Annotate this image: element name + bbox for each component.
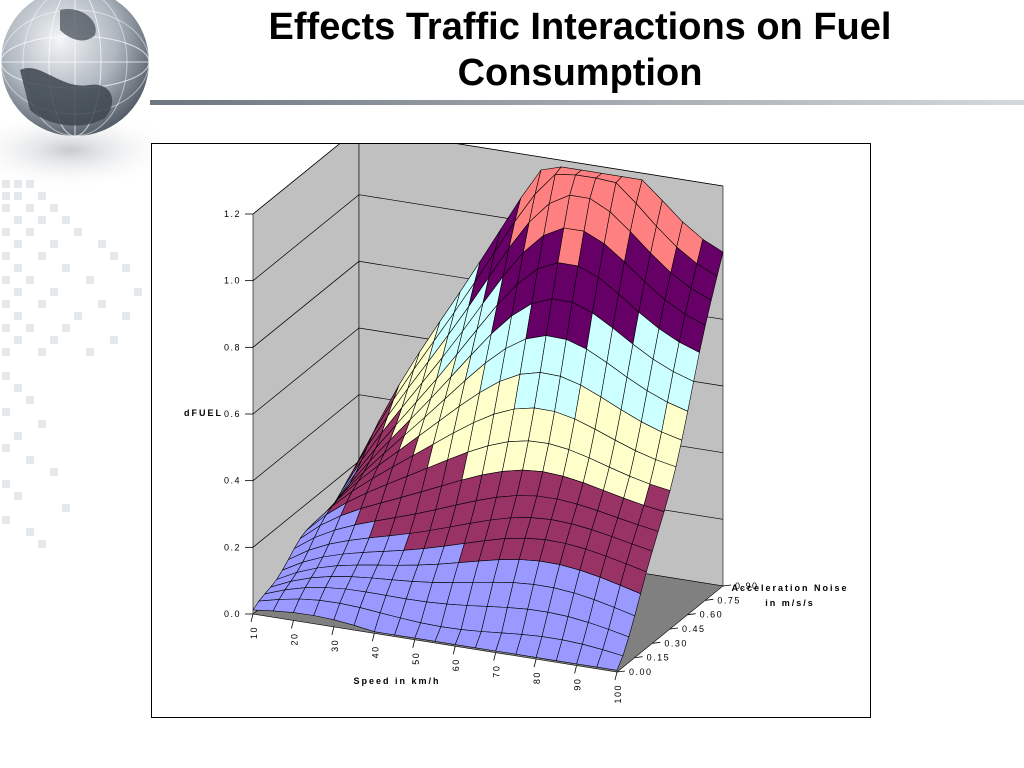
x-tick-label: 90 bbox=[573, 678, 583, 691]
x-tick-label: 60 bbox=[451, 658, 461, 671]
y-tick bbox=[705, 598, 714, 601]
chart-frame: 0.0 0.2 0.4 0.6 0.8 1.0 1.2 dFUEL 10 20 30 40 50 60 70… bbox=[151, 143, 871, 718]
x-tick-label: 100 bbox=[613, 684, 623, 704]
y-tick-label: 0.45 bbox=[682, 624, 706, 634]
slide-title: Effects Traffic Interactions on Fuel Con… bbox=[160, 4, 1000, 96]
x-axis-title: Speed in km/h bbox=[353, 676, 440, 686]
y-tick bbox=[634, 656, 643, 659]
z-tick-label: 0.6 bbox=[224, 409, 241, 419]
z-tick-label: 0.0 bbox=[224, 609, 241, 619]
y-axis-title-line-1: Acceleration Noise bbox=[731, 583, 848, 593]
z-tick-label: 0.4 bbox=[224, 476, 241, 486]
y-tick bbox=[669, 627, 679, 630]
x-tick-label: 70 bbox=[492, 665, 502, 678]
x-tick bbox=[250, 613, 254, 623]
globe-icon bbox=[0, 0, 150, 137]
slide-title-line-1: Effects Traffic Interactions on Fuel bbox=[268, 6, 892, 48]
y-tick-label: 0.15 bbox=[647, 653, 671, 663]
z-tick-label: 0.8 bbox=[224, 342, 241, 352]
y-tick bbox=[652, 641, 661, 644]
y-tick-label: 0.30 bbox=[664, 638, 688, 648]
gridline bbox=[252, 144, 724, 215]
y-tick bbox=[722, 584, 732, 587]
y-tick-label: 0.00 bbox=[629, 667, 653, 677]
y-axis-title-line-2: in m/s/s bbox=[765, 598, 815, 608]
x-tick bbox=[452, 646, 456, 655]
y-tick bbox=[616, 670, 626, 673]
z-tick-label: 0.2 bbox=[224, 542, 241, 552]
z-tick-label: 1.2 bbox=[224, 209, 241, 219]
z-axis-title: dFUEL bbox=[184, 408, 223, 418]
y-tick-label: 0.60 bbox=[700, 610, 724, 620]
z-tick-label: 1.0 bbox=[224, 276, 241, 286]
x-tick bbox=[574, 665, 577, 674]
x-tick bbox=[371, 633, 375, 642]
surface-cell bbox=[596, 649, 624, 671]
x-tick-label: 10 bbox=[249, 626, 259, 639]
x-tick-label: 20 bbox=[289, 632, 299, 645]
x-tick-label: 50 bbox=[411, 652, 421, 665]
x-tick bbox=[533, 659, 537, 668]
x-tick bbox=[331, 626, 335, 635]
x-tick bbox=[291, 620, 294, 629]
y-tick-label: 0.75 bbox=[717, 595, 741, 605]
slide-title-line-2: Consumption bbox=[457, 52, 703, 94]
x-tick-label: 80 bbox=[532, 671, 542, 684]
x-tick bbox=[412, 639, 416, 648]
x-tick bbox=[493, 652, 497, 661]
surface-chart: 0.0 0.2 0.4 0.6 0.8 1.0 1.2 dFUEL 10 20 30 40 50 60 70… bbox=[184, 144, 848, 704]
y-tick-label: 0.90 bbox=[735, 581, 759, 591]
x-tick-label: 30 bbox=[330, 639, 340, 652]
chart-axes: 0.0 0.2 0.4 0.6 0.8 1.0 1.2 dFUEL 10 20 30 40 50 60 70… bbox=[184, 209, 848, 704]
x-tick bbox=[614, 671, 618, 681]
y-tick bbox=[687, 613, 696, 616]
x-tick-label: 40 bbox=[370, 645, 380, 658]
surface-mesh bbox=[252, 166, 724, 671]
